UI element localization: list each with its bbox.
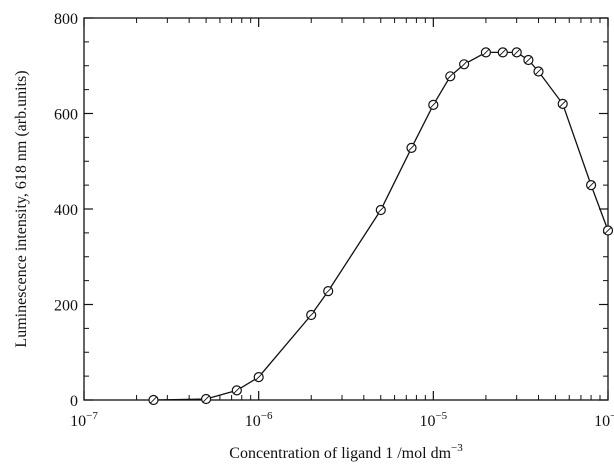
- data-point-slash: [534, 67, 543, 76]
- x-tick-label-exponent: −4: [610, 410, 614, 422]
- data-point-slash: [604, 226, 612, 235]
- plot-frame: [83, 17, 609, 401]
- x-tick-label-exponent: −6: [261, 410, 273, 422]
- series-line: [153, 51, 609, 401]
- x-tick-label: 10−5: [419, 410, 447, 430]
- x-tick-label-base: 10: [594, 413, 610, 430]
- x-tick-label-exponent: −7: [86, 410, 98, 422]
- data-point-slash: [559, 100, 567, 108]
- axis-ticks: [83, 17, 609, 401]
- x-axis-title-text: Concentration of ligand 1 /mol dm: [229, 445, 451, 462]
- data-point-slash: [499, 48, 507, 56]
- x-tick-label: 10−6: [245, 410, 273, 430]
- data-point-slash: [482, 48, 490, 56]
- data-point-slash: [460, 60, 468, 68]
- x-tick-label-base: 10: [245, 413, 261, 430]
- data-point-slash: [446, 72, 454, 80]
- x-tick-label-base: 10: [70, 413, 86, 430]
- x-tick-label: 10−4: [594, 410, 614, 430]
- x-tick-label-exponent: −5: [435, 410, 447, 422]
- y-axis-title: Luminescence intensity, 618 nm (arb.unit…: [13, 70, 30, 347]
- data-point-slash: [429, 101, 437, 109]
- data-point-slash: [587, 181, 595, 189]
- x-axis-title-superscript: −3: [451, 442, 463, 454]
- data-point-slash: [202, 395, 210, 403]
- y-tick-label: 600: [54, 107, 78, 124]
- y-tick-label: 200: [54, 298, 78, 315]
- axis-tick-labels: 10−710−610−510−40200400600800: [54, 11, 614, 430]
- y-tick-label: 800: [54, 11, 78, 28]
- x-axis-title: Concentration of ligand 1 /mol dm−3: [229, 442, 463, 462]
- data-point-slash: [513, 48, 521, 56]
- data-series: [148, 47, 614, 406]
- y-tick-label: 400: [54, 202, 78, 219]
- data-point-slash: [524, 56, 532, 64]
- data-point-slash: [324, 287, 332, 295]
- x-tick-label-base: 10: [419, 413, 435, 430]
- y-tick-label: 0: [70, 393, 78, 410]
- data-point-slash: [407, 144, 416, 152]
- x-tick-label: 10−7: [70, 410, 98, 430]
- data-point-slash: [255, 373, 263, 381]
- data-point-slash: [377, 206, 385, 214]
- data-point-slash: [233, 386, 241, 394]
- data-point-slash: [307, 311, 315, 319]
- data-point-slash: [149, 396, 158, 404]
